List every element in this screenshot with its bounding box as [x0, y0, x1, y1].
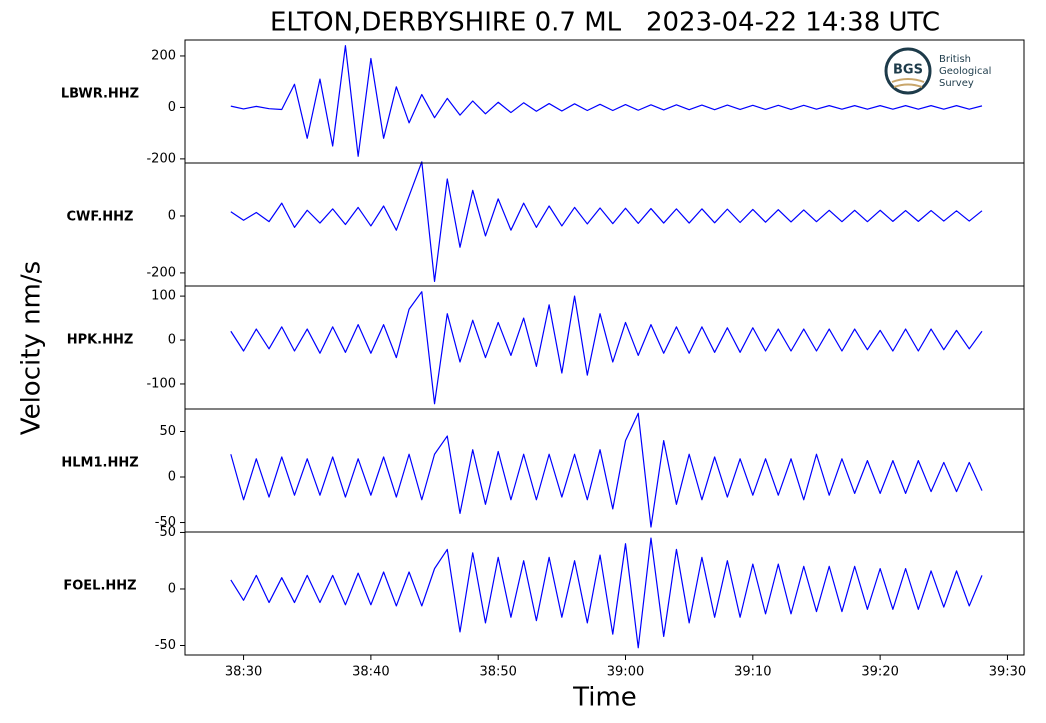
station-label: CWF.HHZ [67, 210, 134, 225]
x-tick-label: 39:10 [734, 665, 771, 680]
y-tick-label: 50 [159, 525, 176, 540]
y-tick-label: -100 [146, 376, 176, 391]
x-tick-label: 39:00 [607, 665, 644, 680]
trace-line [230, 291, 983, 405]
trace-line [230, 45, 983, 157]
x-tick-label: 38:40 [352, 665, 389, 680]
y-tick-label: -200 [146, 265, 176, 280]
station-label: HPK.HHZ [67, 333, 134, 348]
y-tick-label: 0 [168, 100, 176, 115]
x-axis-label: Time [572, 683, 637, 713]
trace-line [230, 412, 983, 528]
logo-waves [891, 78, 925, 88]
y-tick-label: -200 [146, 151, 176, 166]
trace-line [230, 161, 983, 283]
y-tick-label: 0 [168, 581, 176, 596]
station-label: HLM1.HHZ [61, 456, 138, 471]
panel-frame [184, 531, 1025, 656]
y-tick-label: 50 [159, 424, 176, 439]
y-tick-label: 100 [151, 289, 176, 304]
y-tick-label: 200 [151, 48, 176, 63]
chart-title: ELTON,DERBYSHIRE 0.7 ML 2023-04-22 14:38… [270, 8, 940, 38]
logo-mark: BGS [893, 63, 923, 78]
y-axis-label: Velocity nm/s [17, 261, 47, 435]
y-tick-label: -50 [155, 515, 176, 530]
y-tick-label: 0 [168, 208, 176, 223]
station-label: LBWR.HHZ [61, 87, 139, 102]
station-label: FOEL.HHZ [63, 579, 136, 594]
y-tick-label: 0 [168, 470, 176, 485]
x-tick-label: 39:30 [989, 665, 1026, 680]
logo-text: Survey [939, 78, 974, 89]
x-tick-label: 38:50 [479, 665, 516, 680]
x-tick-label: 39:20 [861, 665, 898, 680]
logo-ring [884, 47, 932, 95]
y-tick-label: 0 [168, 333, 176, 348]
x-tick-label: 38:30 [225, 665, 262, 680]
trace-line [230, 537, 983, 649]
y-tick-label: -50 [155, 638, 176, 653]
logo-text: Geological [939, 66, 991, 77]
logo: BGS British Geological Survey [884, 47, 991, 95]
logo-text: British [939, 54, 971, 65]
